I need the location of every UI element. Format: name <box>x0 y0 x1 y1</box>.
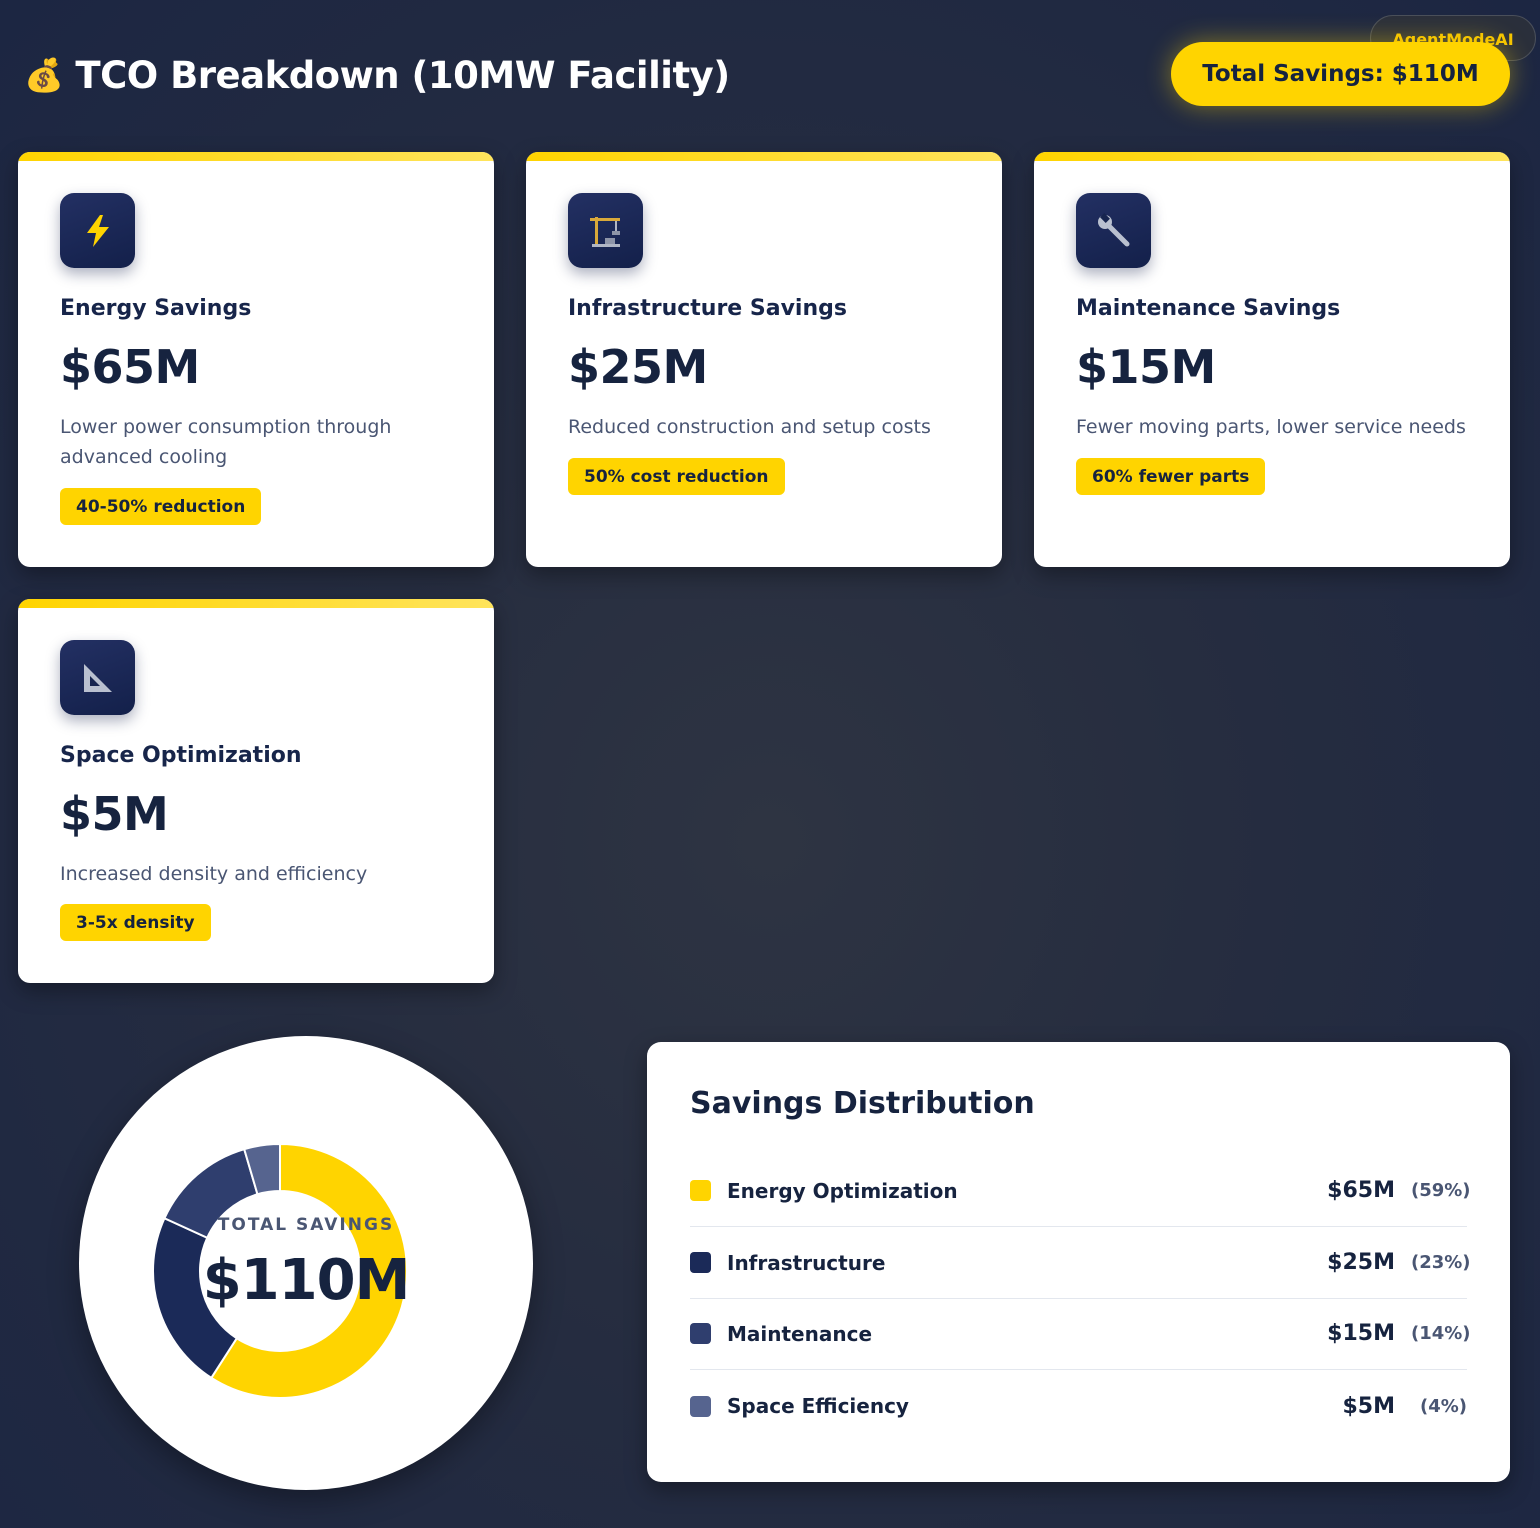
maintenance-savings-card: Maintenance Savings $15M Fewer moving pa… <box>1034 152 1510 567</box>
donut-center-label: TOTAL SAVINGS <box>217 1215 395 1235</box>
infrastructure-savings-card: Infrastructure Savings $25M Reduced cons… <box>526 152 1002 567</box>
card-description: Lower power consumption through advanced… <box>60 416 392 468</box>
distribution-amount: $15M <box>1327 1321 1395 1346</box>
card-value: $65M <box>60 340 200 394</box>
card-description: Fewer moving parts, lower service needs <box>1076 416 1466 438</box>
distribution-percent: (14%) <box>1411 1323 1471 1344</box>
distribution-name: Maintenance <box>727 1321 873 1346</box>
card-description: Increased density and efficiency <box>60 863 368 885</box>
distribution-row-infrastructure: Infrastructure $25M (23%) <box>690 1227 1471 1299</box>
crane-icon <box>568 193 643 268</box>
savings-distribution-panel: Savings Distribution Energy Optimization… <box>647 1042 1510 1482</box>
triangle-ruler-icon <box>60 640 135 715</box>
card-title: Space Optimization <box>60 743 302 768</box>
wrench-icon <box>1076 193 1151 268</box>
energy-savings-card: Energy Savings $65M Lower power consumpt… <box>18 152 494 567</box>
card-accent-bar <box>18 152 494 161</box>
distribution-percent: (4%) <box>1419 1395 1467 1417</box>
distribution-row-space: Space Efficiency $5M (4%) <box>690 1370 1467 1442</box>
distribution-name: Energy Optimization <box>727 1178 958 1203</box>
legend-swatch <box>690 1395 711 1417</box>
card-title: Maintenance Savings <box>1076 296 1341 321</box>
card-title: Infrastructure Savings <box>568 296 847 321</box>
distribution-amount: $25M <box>1327 1250 1395 1275</box>
donut-center-value: $110M <box>202 1248 411 1313</box>
page-title-text: TCO Breakdown (10MW Facility) <box>75 53 730 97</box>
legend-swatch <box>690 1180 711 1201</box>
card-value: $25M <box>568 340 708 394</box>
page-title: 💰 TCO Breakdown (10MW Facility) <box>24 50 730 100</box>
legend-swatch <box>690 1323 711 1344</box>
money-bag-icon: 💰 <box>24 56 64 94</box>
card-tag: 40-50% reduction <box>60 488 262 525</box>
distribution-row-maintenance: Maintenance $15M (14%) <box>690 1298 1471 1370</box>
card-description: Reduced construction and setup costs <box>568 416 931 438</box>
card-accent-bar <box>1034 152 1510 161</box>
card-value: $15M <box>1076 340 1216 394</box>
donut-svg <box>152 1142 408 1399</box>
distribution-percent: (59%) <box>1411 1180 1471 1201</box>
card-accent-bar <box>18 599 494 608</box>
distribution-name: Infrastructure <box>727 1250 886 1275</box>
legend-swatch <box>690 1252 711 1273</box>
distribution-percent: (23%) <box>1411 1252 1471 1273</box>
distribution-name: Space Efficiency <box>727 1394 909 1418</box>
donut-slice-space-efficiency <box>242 1142 281 1196</box>
distribution-amount: $5M <box>1342 1393 1395 1419</box>
distribution-amount: $65M <box>1327 1178 1395 1203</box>
lightning-icon <box>60 193 135 268</box>
donut-slice-energy-optimization <box>209 1142 408 1399</box>
card-accent-bar <box>526 152 1002 161</box>
space-optimization-card: Space Optimization $5M Increased density… <box>18 599 494 983</box>
distribution-row-energy: Energy Optimization $65M (59%) <box>690 1155 1471 1227</box>
card-tag: 50% cost reduction <box>568 458 785 495</box>
savings-donut-chart: TOTAL SAVINGS $110M <box>79 1036 533 1490</box>
card-tag: 3-5x density <box>60 904 211 941</box>
card-title: Energy Savings <box>60 296 252 321</box>
card-tag: 60% fewer parts <box>1076 458 1266 495</box>
total-savings-pill: Total Savings: $110M <box>1171 42 1510 106</box>
card-value: $5M <box>60 787 169 841</box>
distribution-title: Savings Distribution <box>690 1086 1035 1121</box>
